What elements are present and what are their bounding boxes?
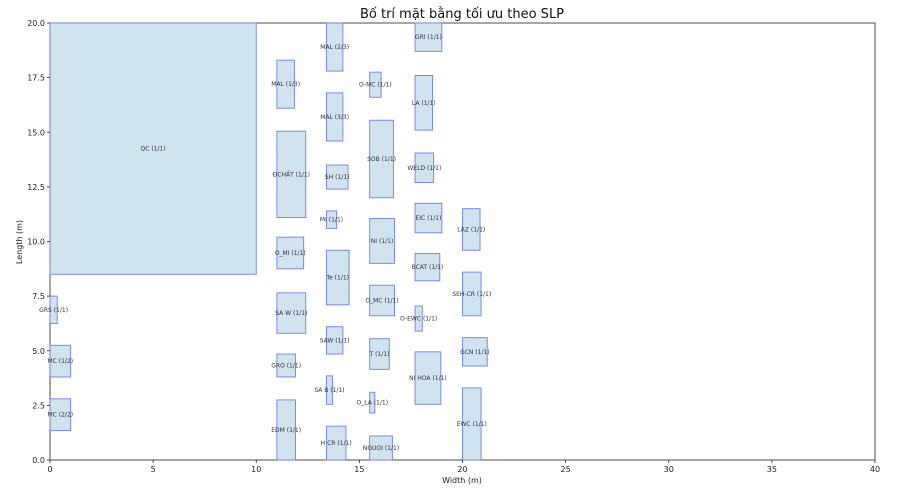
y-axis: 0.0 2.5 5.0 7.5 10.0 12.5 15.0 17.5 20.0 bbox=[27, 19, 50, 465]
facility-label: GCN (1/1) bbox=[460, 349, 490, 356]
y-tick-label: 12.5 bbox=[27, 183, 45, 192]
facility-rect bbox=[414, 305, 423, 332]
facility-rect bbox=[414, 74, 434, 131]
facility-rect bbox=[369, 71, 382, 98]
facility-rect bbox=[325, 92, 344, 142]
facility-rect bbox=[49, 295, 58, 324]
facility-rects: QC (1/1) GRS (1/1) MC (1/2) MC (2/2) MAL (1/… bbox=[39, 22, 491, 461]
facility-label: SAW (1/1) bbox=[320, 337, 350, 344]
facility-rect bbox=[369, 218, 395, 264]
facility-rect bbox=[414, 351, 442, 405]
facility-label: SA W (1/1) bbox=[275, 310, 307, 317]
facility-label: NGUOI (1/1) bbox=[363, 445, 399, 452]
facility-label: EIC (1/1) bbox=[415, 215, 441, 222]
facility-rect bbox=[369, 119, 394, 199]
facility-rect bbox=[462, 271, 482, 317]
facility-label: MAL (3/3) bbox=[320, 114, 349, 121]
facility-rect bbox=[276, 59, 295, 109]
y-axis-label: Length (m) bbox=[15, 220, 24, 264]
x-tick-label: 40 bbox=[870, 465, 880, 474]
facility-rect bbox=[276, 292, 307, 334]
facility-label: MC (2/2) bbox=[48, 412, 74, 419]
x-axis: 0 5 10 15 20 25 30 35 40 bbox=[47, 460, 880, 474]
x-tick-label: 25 bbox=[561, 465, 571, 474]
y-tick-label: 15.0 bbox=[27, 128, 45, 137]
facility-rect bbox=[325, 425, 347, 461]
y-tick-label: 10.0 bbox=[27, 238, 45, 247]
facility-label: O-EWC (1/1) bbox=[400, 316, 437, 323]
facility-label: NI (1/1) bbox=[371, 238, 394, 245]
facility-rect bbox=[325, 164, 349, 190]
facility-rect bbox=[276, 130, 307, 218]
facility-label: MAL (2/3) bbox=[320, 44, 349, 51]
facility-rect bbox=[49, 22, 257, 275]
facility-label: GRO (1/1) bbox=[271, 362, 301, 369]
facility-rect bbox=[369, 338, 390, 370]
x-tick-label: 10 bbox=[251, 465, 261, 474]
facility-rect bbox=[325, 375, 334, 405]
facility-label: GRS (1/1) bbox=[39, 307, 68, 314]
facility-rect bbox=[414, 152, 435, 183]
facility-label: LA (1/1) bbox=[412, 100, 436, 107]
y-tick-label: 17.5 bbox=[27, 74, 45, 83]
facility-rect bbox=[369, 284, 395, 317]
facility-label: SOB (1/1) bbox=[367, 156, 396, 163]
x-tick-label: 20 bbox=[457, 465, 467, 474]
facility-label: SEH-CR (1/1) bbox=[452, 291, 491, 298]
facility-rect bbox=[325, 210, 338, 229]
facility-rect bbox=[414, 22, 443, 52]
facility-rect bbox=[49, 398, 72, 431]
facility-label: O_LA (1/1) bbox=[356, 400, 388, 407]
y-tick-label: 0.0 bbox=[32, 456, 45, 465]
facility-label: MI (1/1) bbox=[320, 217, 343, 224]
y-tick-label: 7.5 bbox=[32, 292, 45, 301]
facility-label: SH (1/1) bbox=[325, 174, 350, 181]
facility-rect bbox=[325, 326, 344, 355]
facility-rect bbox=[325, 22, 344, 72]
facility-rect bbox=[462, 208, 481, 251]
x-tick-label: 0 bbox=[47, 465, 52, 474]
facility-label: LAZ (1/1) bbox=[457, 226, 485, 233]
facility-label: MC (1/2) bbox=[48, 358, 74, 365]
facility-label: EDM (1/1) bbox=[271, 427, 301, 434]
x-axis-label: Width (m) bbox=[442, 476, 482, 485]
facility-label: O-MC (1/1) bbox=[359, 82, 392, 89]
facility-label: QC (1/1) bbox=[141, 146, 166, 153]
facility-rect bbox=[462, 387, 482, 461]
x-tick-label: 15 bbox=[354, 465, 364, 474]
facility-rect bbox=[276, 399, 296, 461]
facility-rect bbox=[414, 202, 443, 234]
x-tick-label: 35 bbox=[767, 465, 777, 474]
facility-label: MAL (1/3) bbox=[271, 81, 300, 88]
facility-label: T (1/1) bbox=[369, 351, 390, 358]
facility-label: O_MI (1/1) bbox=[275, 250, 306, 257]
facility-label: EWC (1/1) bbox=[457, 421, 487, 428]
facility-label: SA B (1/1) bbox=[314, 387, 344, 394]
facility-rect bbox=[49, 344, 72, 378]
x-tick-label: 30 bbox=[664, 465, 674, 474]
facility-rect bbox=[369, 435, 393, 461]
facility-rect bbox=[325, 249, 350, 306]
chart-title: Bố trí mặt bằng tối ưu theo SLP bbox=[360, 7, 564, 22]
y-tick-label: 2.5 bbox=[32, 401, 45, 410]
facility-label: ĐCHẤT (1/1) bbox=[273, 170, 310, 178]
facility-rect bbox=[414, 253, 441, 282]
facility-label: Te (1/1) bbox=[325, 275, 349, 282]
facility-rect bbox=[369, 391, 376, 414]
facility-label: BCAT (1/1) bbox=[412, 264, 444, 271]
y-tick-label: 5.0 bbox=[32, 347, 45, 356]
x-tick-label: 5 bbox=[151, 465, 156, 474]
facility-label: GRI (1/1) bbox=[415, 34, 442, 41]
facility-label: WELD (1/1) bbox=[407, 165, 441, 172]
facility-label: O_MC (1/1) bbox=[365, 297, 398, 304]
y-tick-label: 20.0 bbox=[27, 19, 45, 28]
facility-rect bbox=[462, 337, 488, 367]
facility-rect bbox=[276, 353, 296, 378]
facility-label: H CR (1/1) bbox=[321, 440, 352, 447]
facility-label: NI HOA (1/1) bbox=[409, 375, 447, 382]
facility-rect bbox=[276, 236, 305, 270]
